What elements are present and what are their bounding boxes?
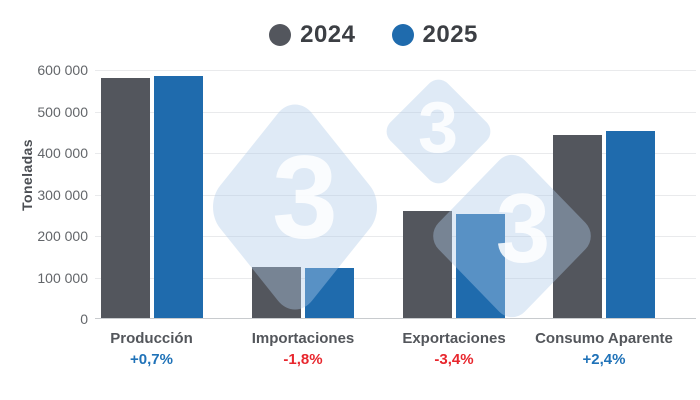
legend-item-2025[interactable]: 2025 [391, 21, 478, 49]
gridline [95, 194, 696, 196]
gridline [95, 111, 696, 113]
y-tick-400-000: 400 000 [37, 145, 88, 161]
x-axis-line [95, 318, 696, 319]
legend: 2024 2025 [0, 21, 700, 49]
watermark-diamond-icon [380, 73, 496, 189]
gridline [95, 277, 696, 279]
y-axis-ticks: 600 000 500 000 400 000 300 000 200 000 100 0… [0, 62, 88, 327]
y-tick-0: 0 [80, 311, 88, 327]
x-label-block-consumo-aparente: Consumo Aparente +2,4% [535, 330, 673, 368]
y-tick-300-000: 300 000 [37, 186, 88, 203]
legend-item-2024[interactable]: 2024 [269, 21, 355, 49]
legend-swatch-2025-icon [391, 24, 414, 46]
bar-2024-consumo-aparente[interactable] [553, 135, 602, 319]
gridline [95, 70, 696, 71]
legend-label-2024: 2024 [300, 21, 356, 48]
category-label-importaciones: Importaciones [251, 330, 355, 347]
bar-2024-produccion[interactable] [100, 77, 150, 319]
x-label-block-exportaciones: Exportaciones -3,4% [402, 330, 505, 368]
bar-2025-importaciones[interactable] [305, 268, 354, 319]
x-label-block-importaciones: Importaciones -1,8% [252, 330, 355, 368]
bar-2024-importaciones[interactable] [252, 267, 301, 319]
bar-2025-consumo-aparente[interactable] [606, 130, 655, 319]
category-label-consumo-aparente: Consumo Aparente [535, 330, 673, 347]
gridline [95, 153, 696, 154]
y-tick-500-000: 500 000 [37, 103, 88, 120]
legend-swatch-2024-icon [269, 24, 292, 46]
bar-group-consumo-aparente [553, 130, 655, 319]
bar-group-importaciones [252, 267, 354, 319]
gridline [95, 236, 696, 237]
category-label-produccion: Producción [110, 330, 193, 347]
bar-2025-produccion[interactable] [153, 76, 203, 319]
delta-label-exportaciones: -3,4% [434, 351, 474, 368]
legend-label-2025: 2025 [422, 21, 478, 48]
delta-label-produccion: +0,7% [130, 351, 173, 368]
y-tick-200-000: 200 000 [37, 228, 88, 244]
bar-2025-exportaciones[interactable] [456, 214, 505, 319]
watermark-3-glyph: 3 [272, 131, 338, 264]
bar-2024-exportaciones[interactable] [403, 210, 452, 319]
category-label-exportaciones: Exportaciones [402, 330, 506, 347]
bar-group-produccion [100, 76, 203, 319]
x-label-block-produccion: Producción +0,7% [110, 330, 193, 368]
y-tick-600-000: 600 000 [37, 62, 88, 78]
delta-label-consumo-aparente: +2,4% [582, 351, 626, 368]
y-tick-100-000: 100 000 [37, 269, 88, 286]
bar-group-exportaciones [403, 210, 505, 319]
delta-label-importaciones: -1,8% [283, 351, 323, 368]
